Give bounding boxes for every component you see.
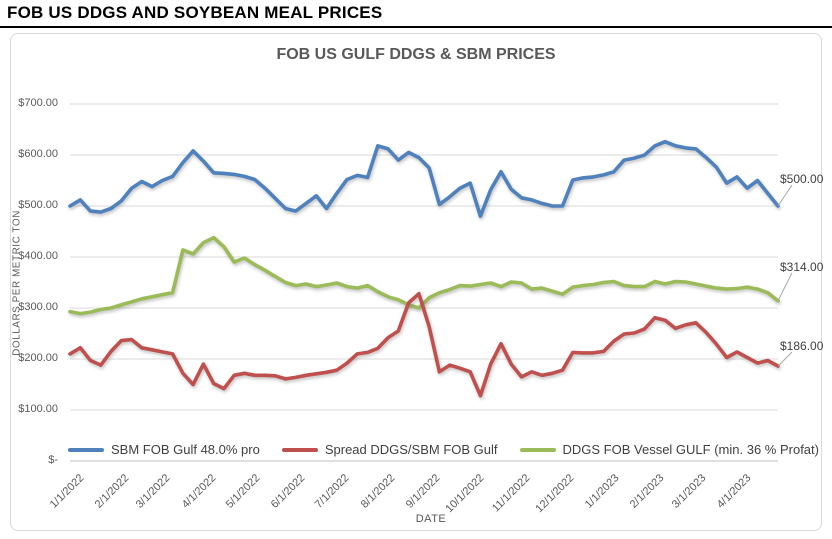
title-underline (0, 26, 832, 28)
legend-line-swatch-icon (281, 447, 318, 452)
series-end-label: $314.00 (780, 259, 824, 274)
page-title: FOB US DDGS AND SOYBEAN MEAL PRICES (7, 3, 383, 22)
y-axis-tick-label: $100.00 (18, 403, 58, 415)
data-label-leader-line (777, 272, 793, 302)
legend-line-swatch-icon (68, 447, 104, 452)
series-end-label: $500.00 (780, 172, 824, 186)
legend-item: SBM FOB Gulf 48.0% pro (68, 442, 260, 457)
y-axis-tick-label: $700.00 (18, 97, 58, 109)
data-label-leader-line (777, 184, 793, 207)
legend-label: DDGS FOB Vessel GULF (min. 36 % Profat) (562, 442, 819, 457)
series-line-2 (68, 291, 780, 398)
y-axis-title: DOLLARS PER METRIC TON (11, 210, 23, 356)
series-line-1 (68, 139, 780, 218)
y-axis-tick-label: $300.00 (18, 301, 58, 313)
x-axis-title: DATE (415, 513, 447, 525)
y-axis-tick-label: $600.00 (18, 148, 58, 160)
y-axis-tick-label: $400.00 (18, 250, 58, 262)
legend: SBM FOB Gulf 48.0% pro Spread DDGS/SBM FO… (68, 442, 819, 457)
legend-label: Spread DDGS/SBM FOB Gulf (324, 442, 498, 457)
y-axis-tick-label: $- (48, 454, 58, 466)
data-label-leader-line (777, 351, 793, 367)
chart-title: FOB US GULF DDGS & SBM PRICES (276, 46, 556, 63)
series-line-3 (68, 235, 780, 316)
legend-item: Spread DDGS/SBM FOB Gulf (281, 442, 498, 457)
series-end-label: $186.00 (780, 339, 824, 354)
legend-line-swatch-icon (519, 447, 556, 452)
legend-label: SBM FOB Gulf 48.0% pro (111, 442, 260, 457)
y-axis-tick-label: $500.00 (18, 199, 58, 211)
y-axis-tick-label: $200.00 (18, 352, 58, 364)
legend-item: DDGS FOB Vessel GULF (min. 36 % Profat) (519, 442, 819, 457)
